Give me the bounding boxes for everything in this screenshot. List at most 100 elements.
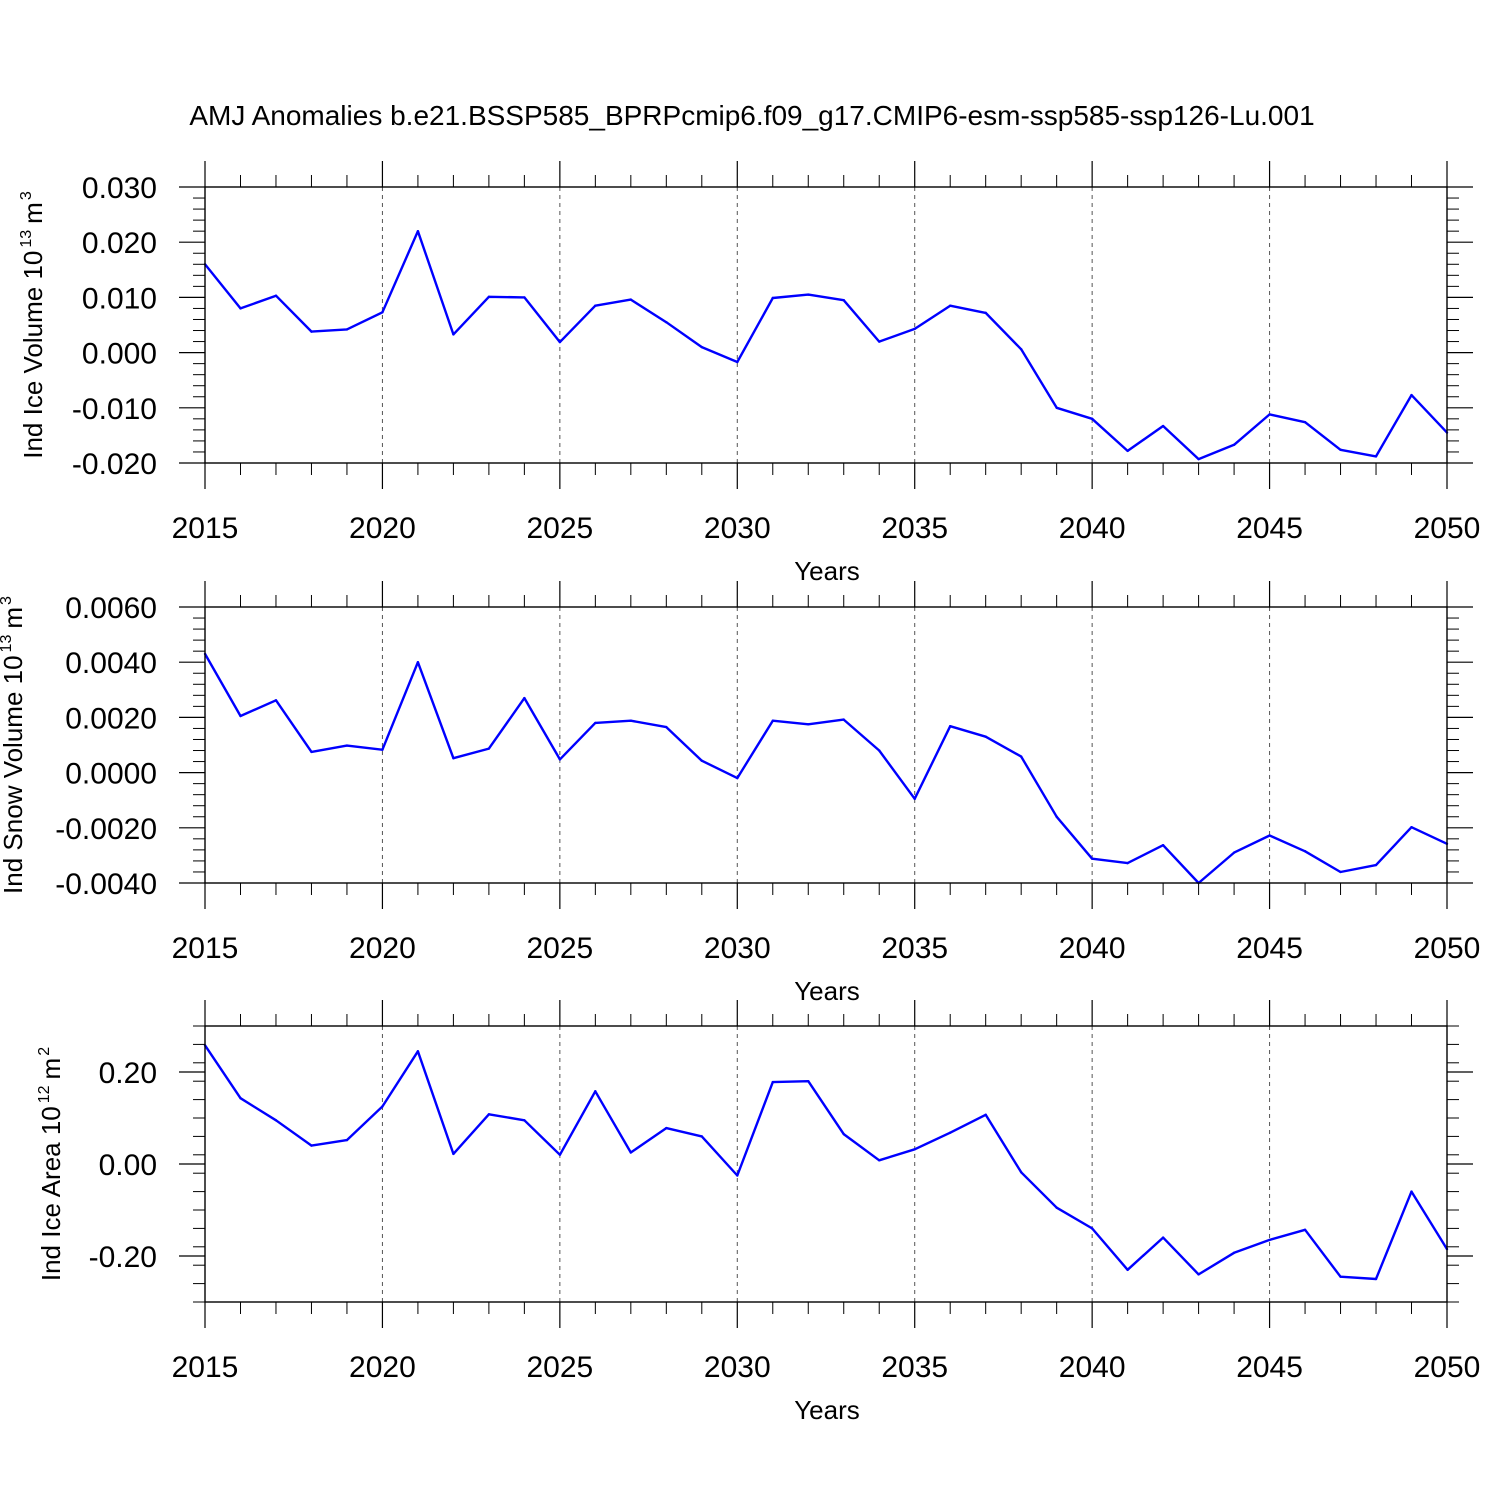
y-tick-label: -0.0020	[55, 813, 157, 846]
data-point	[274, 1119, 278, 1122]
data-point	[381, 1105, 384, 1108]
y-tick-label: 0.0040	[65, 647, 157, 680]
data-point	[807, 723, 810, 726]
x-tick-label: 2015	[172, 932, 239, 965]
data-point	[487, 295, 491, 299]
data-point	[1339, 1275, 1342, 1278]
data-point	[1197, 457, 1200, 461]
data-point	[949, 1131, 952, 1134]
y-tick-label: -0.020	[72, 448, 157, 481]
data-point	[736, 1174, 739, 1177]
x-tick-label: 2030	[704, 1351, 771, 1384]
plot-frame	[204, 186, 1448, 464]
data-point	[1232, 851, 1236, 854]
y-axis-label: Ind Ice Area 10 12 m 2	[36, 1047, 66, 1281]
data-point	[700, 1135, 703, 1138]
x-tick-label: 2025	[526, 512, 593, 545]
data-point	[1374, 1277, 1378, 1281]
data-point	[487, 747, 491, 750]
data-point	[1019, 348, 1023, 351]
x-tick-label: 2035	[881, 932, 948, 965]
data-point	[1197, 1273, 1200, 1276]
x-tick-label: 2040	[1059, 932, 1126, 965]
x-tick-label: 2040	[1059, 1351, 1126, 1384]
data-point	[1161, 843, 1165, 847]
data-point	[594, 721, 597, 725]
data-point	[1410, 393, 1413, 397]
data-point	[629, 719, 633, 722]
y-axis-label-text: Ind Ice Area 10	[36, 1106, 66, 1281]
data-point	[274, 699, 278, 702]
y-tick-label: 0.0020	[65, 702, 157, 735]
panel-ice-area: 2015 2020 2025 2030 2035 2040 2045 2050 Years -0.…	[36, 1000, 1480, 1425]
y-axis-label-unit-exponent: 2	[36, 1047, 53, 1056]
data-point	[1019, 1171, 1023, 1174]
x-tick-label: 2035	[881, 512, 948, 545]
y-tick-label: -0.20	[89, 1241, 157, 1274]
x-tick-label: 2050	[1414, 932, 1481, 965]
data-point	[345, 328, 349, 331]
data-point	[1339, 448, 1342, 451]
data-point	[345, 744, 349, 747]
x-tick-label: 2045	[1236, 932, 1303, 965]
data-point	[1126, 1268, 1129, 1272]
data-point	[558, 1153, 562, 1157]
data-point	[842, 1132, 845, 1136]
figure-title: AMJ Anomalies b.e21.BSSP585_BPRPcmip6.f0…	[189, 100, 1314, 131]
data-point	[1126, 449, 1129, 453]
data-point	[771, 1080, 774, 1084]
x-tick-label: 2020	[349, 1351, 416, 1384]
data-point	[629, 298, 633, 301]
data-point	[665, 725, 668, 729]
y-tick-label: 0.020	[82, 227, 157, 260]
data-point	[736, 360, 739, 364]
series-line	[204, 1044, 1449, 1281]
data-point	[807, 1080, 810, 1083]
data-point	[1126, 861, 1129, 865]
data-point	[381, 311, 384, 314]
y-tick-label: -0.0040	[55, 868, 157, 901]
data-point	[913, 1148, 916, 1151]
x-tick-label: 2030	[704, 512, 771, 545]
data-point	[1161, 424, 1165, 428]
data-point	[239, 714, 242, 718]
data-point	[1232, 443, 1236, 446]
y-axis-label-exponent: 13	[0, 635, 15, 653]
y-axis-label-exponent: 12	[36, 1085, 53, 1103]
data-point	[1161, 1236, 1165, 1239]
data-point	[558, 340, 562, 344]
data-point	[1303, 850, 1307, 853]
data-point	[1055, 815, 1058, 818]
data-point	[878, 340, 881, 343]
data-point	[523, 1119, 526, 1122]
y-tick-label: 0.030	[82, 172, 157, 205]
data-point	[594, 304, 597, 307]
data-point	[381, 748, 384, 751]
data-point	[807, 293, 810, 296]
y-tick-label: 0.010	[82, 282, 157, 315]
data-point	[1055, 406, 1058, 409]
y-axis-label: Ind Ice Volume 10 13 m 3	[18, 191, 48, 459]
data-point	[558, 758, 562, 761]
data-point	[594, 1090, 597, 1093]
data-point	[1303, 420, 1307, 424]
data-point	[1303, 1228, 1307, 1231]
x-tick-label: 2045	[1236, 1351, 1303, 1384]
y-tick-label: 0.0000	[65, 758, 157, 791]
y-tick-label: -0.010	[72, 393, 157, 426]
data-point	[700, 345, 703, 349]
data-point	[1019, 755, 1023, 758]
y-axis-label-unit: m	[0, 607, 28, 629]
data-point	[1090, 1227, 1094, 1230]
y-tick-label: 0.000	[82, 338, 157, 371]
data-point	[913, 327, 916, 331]
y-tick-label: 0.00	[99, 1149, 157, 1182]
data-point	[984, 311, 987, 315]
data-point	[1374, 863, 1378, 867]
data-point	[416, 1050, 420, 1053]
x-tick-label: 2050	[1414, 512, 1481, 545]
data-point	[239, 1097, 242, 1100]
y-axis-label-text: Ind Ice Volume 10	[18, 251, 48, 459]
data-point	[1090, 417, 1094, 421]
